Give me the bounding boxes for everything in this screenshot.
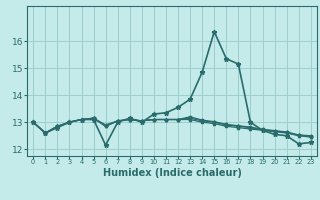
X-axis label: Humidex (Indice chaleur): Humidex (Indice chaleur) [103,168,241,178]
